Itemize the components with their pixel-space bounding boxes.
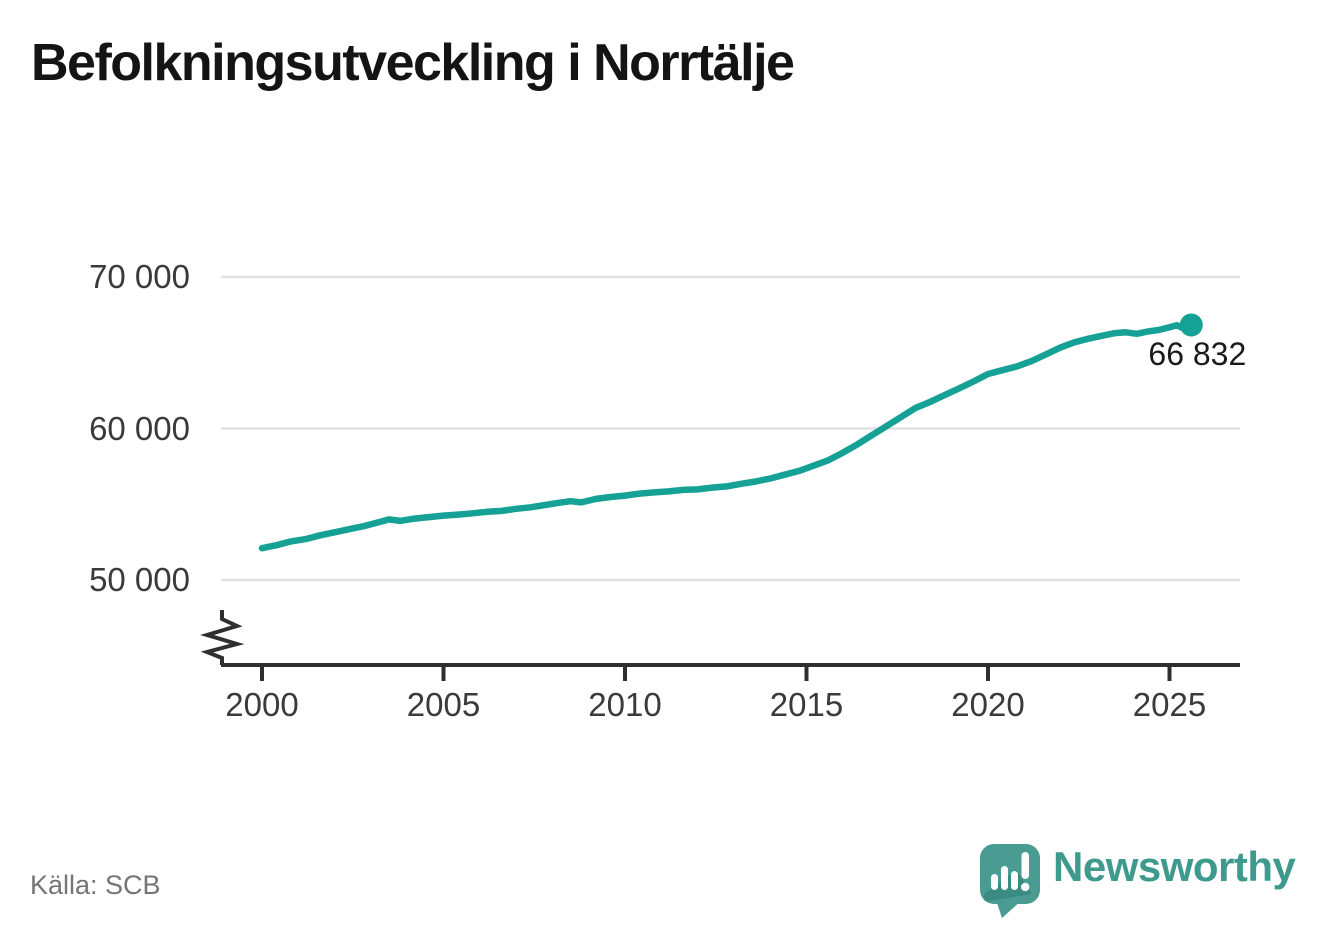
y-axis-tick-label: 50 000 [89,561,190,598]
chart-title: Befolkningsutveckling i Norrtälje [31,34,795,92]
x-axis-tick-label: 2005 [406,686,481,723]
y-axis-tick-label: 70 000 [89,258,190,295]
y-axis-break-icon [200,610,245,665]
population-line [258,321,1195,552]
x-axis-tick-label: 2000 [225,686,299,723]
newsworthy-logo-icon [978,842,1044,925]
newsworthy-brand: Newsworthy [978,842,1296,925]
source-label: Källa: SCB [30,870,161,900]
last-value-label: 66 832 [1148,335,1247,372]
x-axis-tick-label: 2020 [951,686,1025,723]
y-axis-tick-label: 60 000 [89,409,190,447]
brand-name: Newsworthy [1053,843,1296,890]
x-axis-tick-label: 2010 [588,686,662,723]
x-axis-tick-label: 2025 [1132,686,1207,723]
x-axis-tick-label: 2015 [769,686,844,723]
end-point-dot [1179,313,1203,337]
